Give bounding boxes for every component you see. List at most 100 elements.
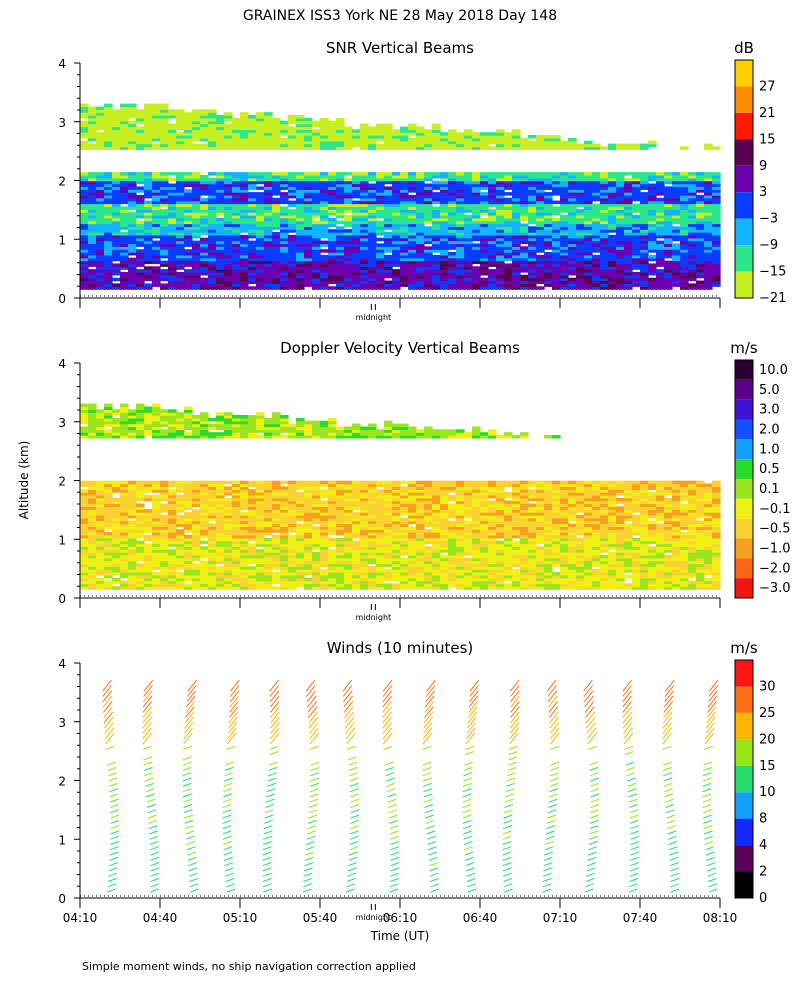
heatmap-cell	[200, 532, 209, 536]
heatmap-cell	[472, 212, 481, 216]
heatmap-cell	[152, 420, 161, 425]
heatmap-cell	[176, 214, 185, 219]
heatmap-cell	[240, 506, 249, 510]
heatmap-cell	[168, 286, 177, 290]
heatmap-cell	[552, 206, 561, 210]
heatmap-cell	[80, 183, 89, 187]
heatmap-cell	[336, 237, 345, 242]
heatmap-cell	[264, 214, 273, 219]
heatmap-cell	[256, 132, 265, 136]
heatmap-cell	[168, 203, 177, 207]
heatmap-cell	[264, 189, 273, 193]
heatmap-cell	[128, 226, 137, 230]
heatmap-cell	[152, 409, 161, 413]
heatmap-cell	[656, 180, 665, 185]
heatmap-cell	[248, 543, 257, 547]
heatmap-cell	[352, 274, 361, 279]
heatmap-cell	[152, 543, 161, 547]
heatmap-cell	[712, 192, 721, 196]
heatmap-cell	[224, 112, 233, 116]
heatmap-cell	[248, 263, 257, 267]
heatmap-cell	[200, 480, 209, 485]
heatmap-cell	[640, 246, 649, 250]
heatmap-cell	[104, 146, 113, 150]
heatmap-cell	[336, 200, 345, 205]
heatmap-cell	[344, 266, 353, 270]
heatmap-cell	[352, 234, 361, 239]
heatmap-cell	[712, 257, 721, 262]
heatmap-cell	[120, 209, 129, 213]
heatmap-cell	[256, 415, 265, 419]
heatmap-cell	[496, 234, 505, 239]
heatmap-cell	[176, 572, 185, 576]
heatmap-cell	[136, 523, 145, 527]
heatmap-cell	[184, 263, 193, 267]
heatmap-cell	[248, 129, 257, 133]
heatmap-cell	[488, 254, 497, 259]
heatmap-cell	[672, 229, 681, 233]
heatmap-cell	[208, 135, 217, 139]
heatmap-cell	[256, 435, 265, 439]
heatmap-cell	[208, 426, 217, 430]
heatmap-cell	[224, 260, 233, 265]
heatmap-cell	[320, 177, 329, 182]
heatmap-cell	[144, 206, 153, 210]
heatmap-cell	[144, 549, 153, 553]
heatmap-cell	[280, 137, 289, 142]
heatmap-cell	[200, 420, 209, 425]
heatmap-cell	[704, 249, 713, 253]
heatmap-cell	[248, 497, 257, 502]
heatmap-cell	[280, 549, 289, 553]
heatmap-cell	[568, 172, 577, 176]
heatmap-cell	[280, 120, 289, 125]
heatmap-cell	[712, 194, 721, 199]
heatmap-cell	[296, 257, 305, 262]
heatmap-cell	[400, 234, 409, 239]
heatmap-cell	[264, 132, 273, 136]
heatmap-cell	[128, 435, 137, 439]
heatmap-cell	[504, 197, 513, 202]
heatmap-cell	[216, 249, 225, 253]
heatmap-cell	[104, 277, 113, 282]
heatmap-cell	[160, 286, 169, 290]
heatmap-cell	[328, 203, 337, 207]
heatmap-cell	[472, 140, 481, 145]
heatmap-cell	[96, 435, 105, 439]
heatmap-cell	[208, 249, 217, 253]
heatmap-cell	[576, 280, 585, 284]
heatmap-cell	[232, 260, 241, 265]
heatmap-cell	[384, 172, 393, 176]
heatmap-cell	[152, 249, 161, 253]
heatmap-cell	[240, 112, 249, 116]
heatmap-cell	[240, 120, 249, 125]
heatmap-cell	[248, 183, 257, 187]
heatmap-cell	[416, 232, 425, 236]
heatmap-cell	[160, 209, 169, 213]
heatmap-cell	[144, 286, 153, 290]
heatmap-cell	[384, 214, 393, 219]
heatmap-cell	[128, 552, 137, 556]
heatmap-cell	[264, 246, 273, 250]
heatmap-cell	[328, 172, 337, 176]
heatmap-cell	[440, 274, 449, 279]
heatmap-cell	[80, 523, 89, 527]
heatmap-cell	[224, 214, 233, 219]
heatmap-cell	[264, 172, 273, 176]
heatmap-cell	[280, 274, 289, 279]
heatmap-cell	[136, 146, 145, 150]
heatmap-cell	[232, 269, 241, 273]
heatmap-cell	[704, 177, 713, 182]
heatmap-cell	[352, 189, 361, 193]
heatmap-cell	[352, 206, 361, 210]
heatmap-cell	[352, 220, 361, 225]
heatmap-cell	[152, 137, 161, 142]
heatmap-cell	[304, 123, 313, 128]
heatmap-cell	[680, 200, 689, 205]
heatmap-cell	[312, 146, 321, 150]
heatmap-cell	[456, 220, 465, 225]
heatmap-cell	[264, 483, 273, 487]
heatmap-cell	[200, 272, 209, 276]
heatmap-cell	[648, 272, 657, 276]
heatmap-cell	[392, 189, 401, 193]
heatmap-cell	[80, 123, 89, 128]
